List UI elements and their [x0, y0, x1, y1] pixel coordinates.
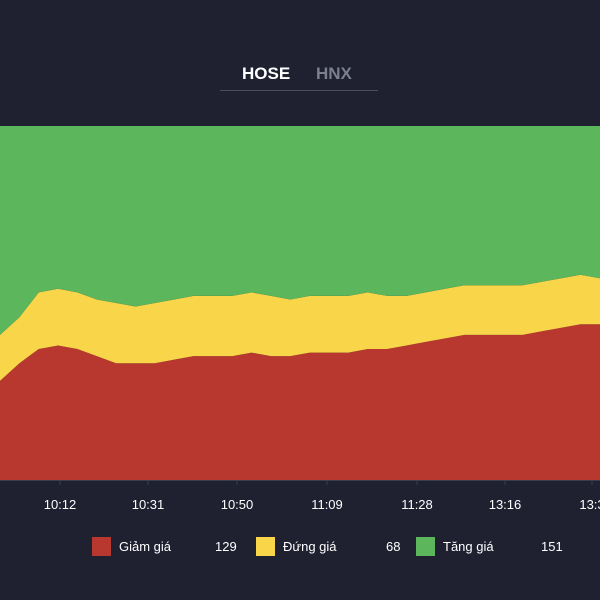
legend-swatch-tang-gia [416, 537, 435, 556]
x-tick-label: 11:09 [311, 497, 343, 512]
exchange-tabs: HOSE HNX [220, 58, 378, 91]
x-tick-label: 10:12 [44, 497, 77, 512]
tab-hnx[interactable]: HNX [316, 64, 352, 83]
x-tick-label: 13:16 [489, 497, 522, 512]
legend-swatch-giam-gia [92, 537, 111, 556]
chart-legend: Giảm giá 129 Đứng giá 68 Tăng giá 151 [92, 536, 600, 558]
legend-count-tang-gia: 151 [541, 539, 563, 554]
legend-swatch-dung-gia [256, 537, 275, 556]
legend-label-giam-gia: Giảm giá [119, 539, 172, 554]
legend-label-dung-gia: Đứng giá [283, 539, 337, 554]
legend-count-giam-gia: 129 [215, 539, 237, 554]
area-series-2 [0, 274, 600, 381]
x-tick-label: 11:28 [401, 497, 433, 512]
area-series-3 [0, 126, 600, 335]
legend-label-tang-gia: Tăng giá [443, 539, 494, 554]
x-tick-label: 13:3 [579, 497, 600, 512]
legend-count-dung-gia: 68 [386, 539, 401, 554]
area-series-1 [0, 324, 600, 480]
x-tick-label: 10:31 [132, 497, 165, 512]
tab-hose[interactable]: HOSE [242, 64, 291, 83]
x-tick-label: 10:50 [221, 497, 254, 512]
